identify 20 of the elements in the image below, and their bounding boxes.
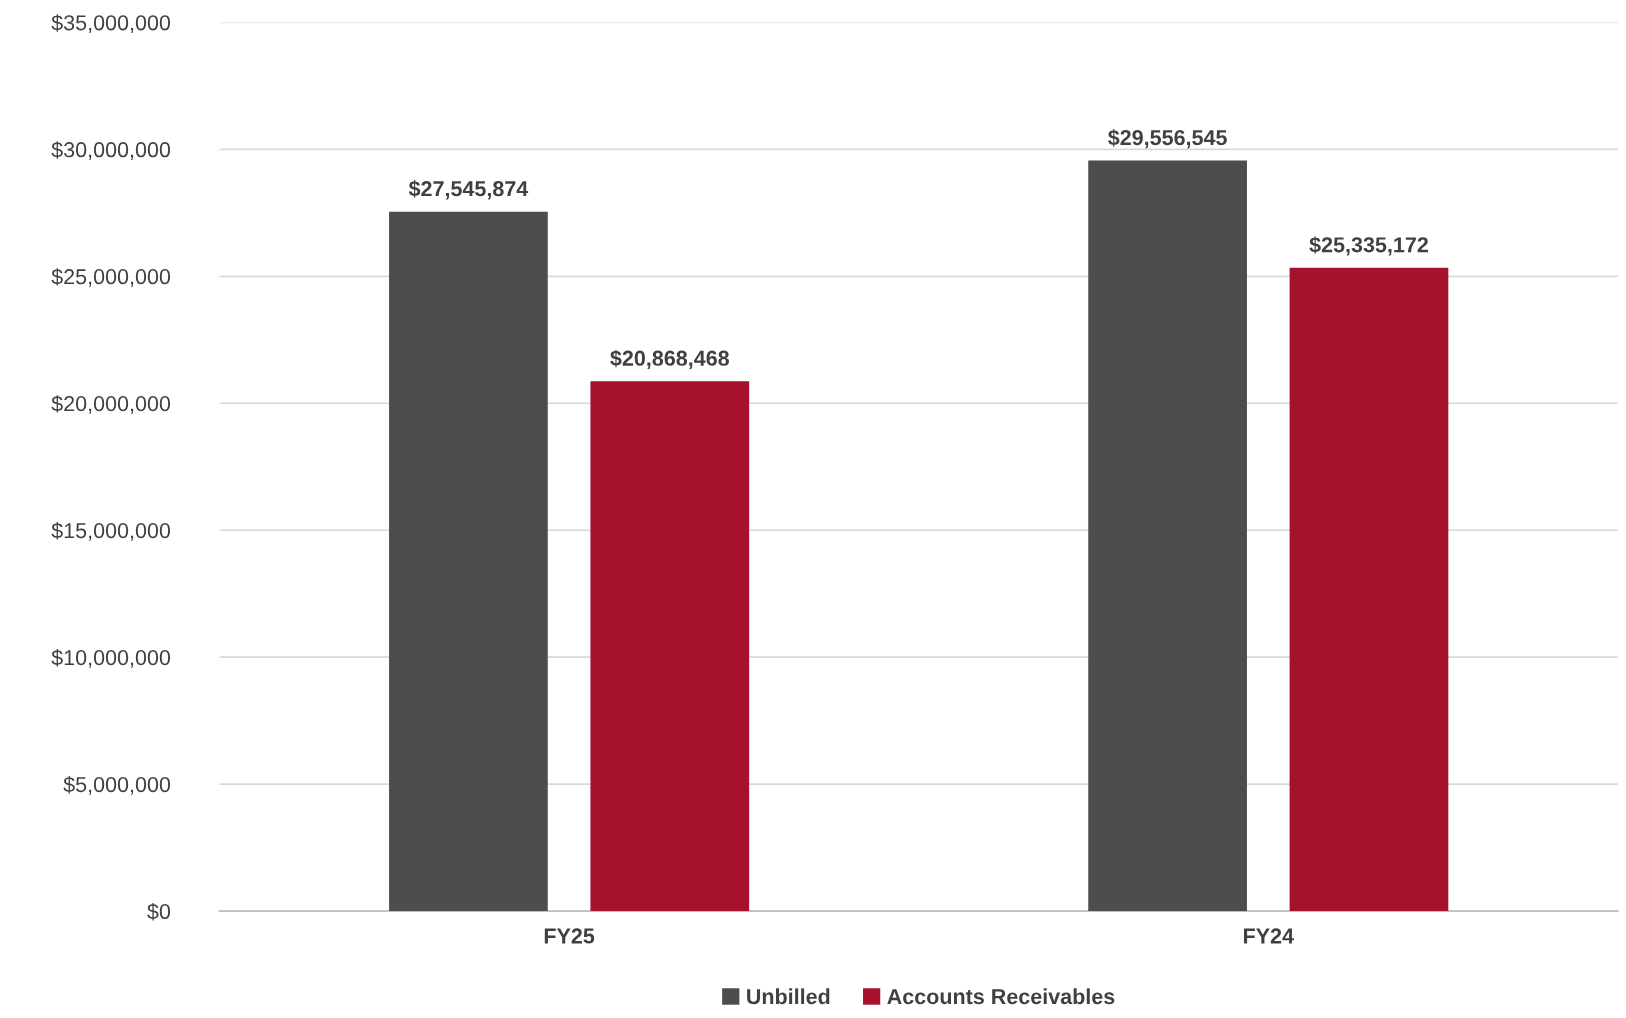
x-tick-label: FY24 — [1243, 928, 1294, 944]
data-label: $25,335,172 — [1309, 236, 1428, 256]
y-tick-label: $35,000,000 — [51, 14, 171, 33]
bar — [1289, 267, 1449, 912]
data-label: $27,545,874 — [408, 180, 529, 200]
bar — [590, 381, 750, 912]
y-tick-label: $0 — [147, 902, 171, 921]
y-tick-label: $20,000,000 — [51, 395, 171, 414]
bar — [389, 211, 548, 912]
data-label: $20,868,468 — [610, 349, 729, 369]
bar — [1088, 160, 1247, 912]
y-tick-label: $25,000,000 — [51, 268, 171, 287]
x-tick-label: FY25 — [544, 928, 595, 944]
legend-label: Unbilled — [747, 988, 830, 1005]
y-tick-label: $10,000,000 — [51, 649, 171, 668]
y-tick-label: $5,000,000 — [63, 776, 171, 795]
data-label: $29,556,545 — [1108, 129, 1227, 149]
legend-label: Accounts Receivables — [887, 988, 1115, 1005]
y-tick-label: $30,000,000 — [51, 141, 171, 160]
y-tick-label: $15,000,000 — [51, 522, 171, 541]
